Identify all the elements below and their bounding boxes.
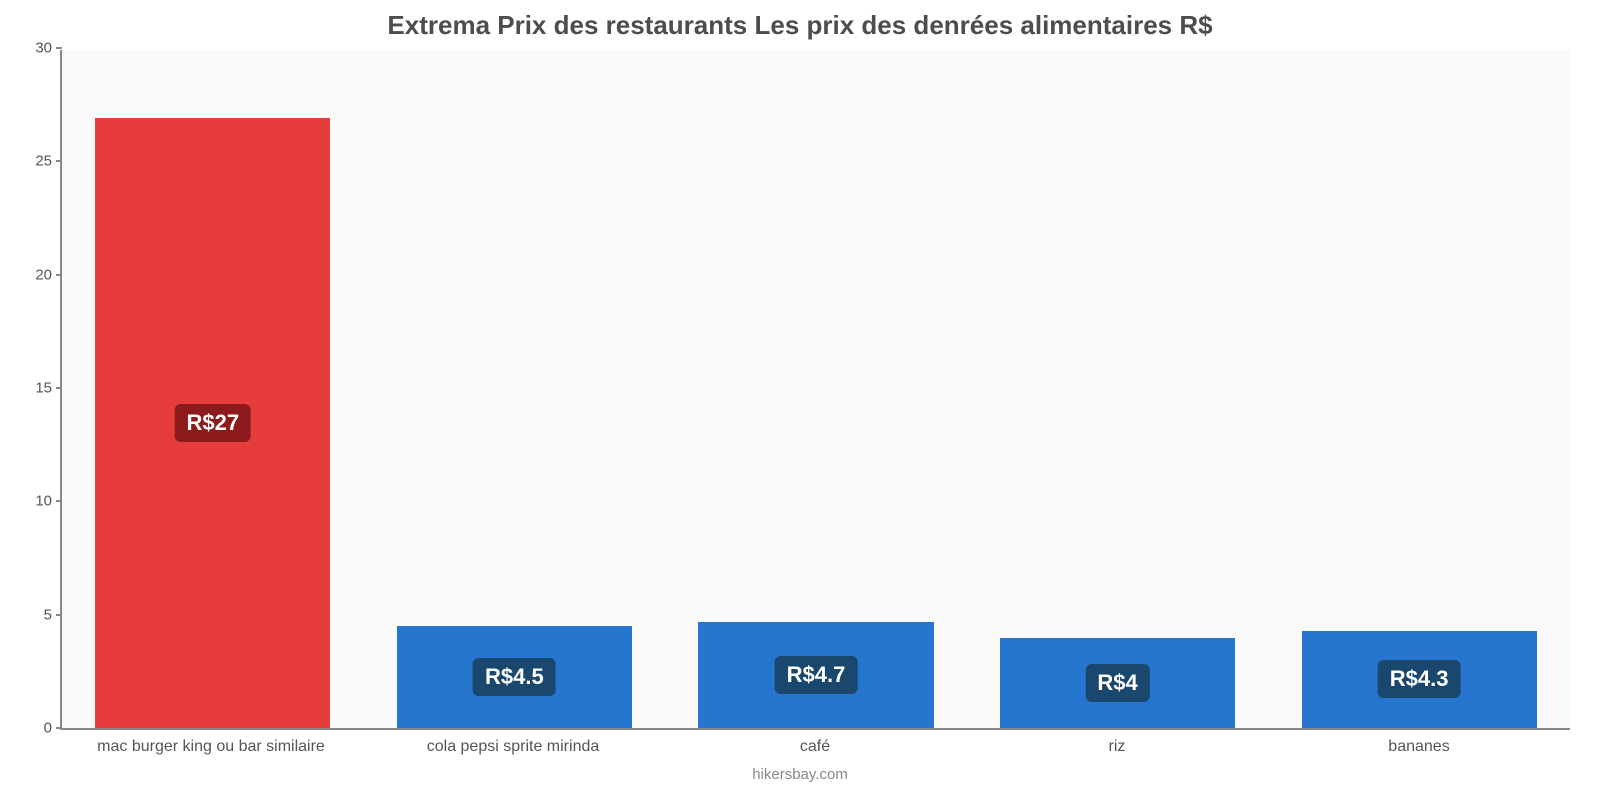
bar-slot: R$4.7 [665,50,967,728]
y-tick-mark [56,47,62,49]
x-axis-label: bananes [1268,738,1570,756]
x-axis-label: riz [966,738,1268,756]
value-badge: R$27 [174,404,251,442]
value-badge: R$4 [1085,664,1149,702]
y-tick-mark [56,500,62,502]
x-axis-label: café [664,738,966,756]
bar: R$4 [1000,638,1235,728]
y-tick-mark [56,274,62,276]
bar-slot: R$27 [62,50,364,728]
chart-title: Extrema Prix des restaurants Les prix de… [0,0,1600,41]
x-axis-label: cola pepsi sprite mirinda [362,738,664,756]
bar: R$4.7 [698,622,933,728]
x-axis-label: mac burger king ou bar similaire [60,738,362,756]
value-badge: R$4.5 [473,658,556,696]
bar-slot: R$4.3 [1268,50,1570,728]
bar: R$4.5 [397,626,632,728]
attribution-text: hikersbay.com [0,766,1600,783]
bar: R$27 [95,118,330,728]
y-tick-mark [56,387,62,389]
x-axis-labels: mac burger king ou bar similairecola pep… [60,738,1570,756]
y-tick-mark [56,727,62,729]
bars-row: R$27 R$4.5 R$4.7 R$4 R$4.3 [62,50,1570,728]
y-tick-mark [56,160,62,162]
chart-container: Extrema Prix des restaurants Les prix de… [0,0,1600,800]
bar-slot: R$4 [967,50,1269,728]
value-badge: R$4.3 [1378,660,1461,698]
bar: R$4.3 [1302,631,1537,728]
plot-region: R$27R$4.5R$4.7R$4R$4.3 051015202530 [60,50,1570,730]
value-badge: R$4.7 [775,656,858,694]
bar-slot: R$4.5 [364,50,666,728]
y-tick-mark [56,614,62,616]
